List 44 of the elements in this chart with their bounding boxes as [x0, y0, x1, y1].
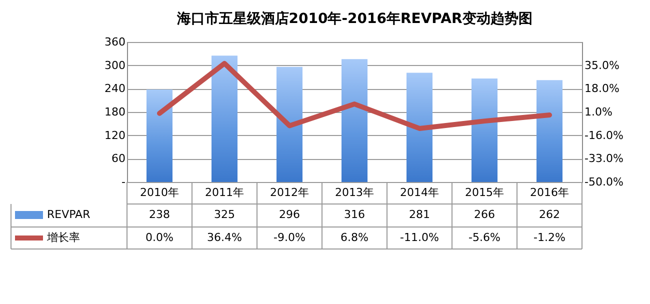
data-label: 262 — [539, 208, 560, 221]
data-label: -5.6% — [468, 231, 500, 244]
bar — [406, 72, 432, 182]
data-label: 296 — [279, 208, 300, 221]
data-label: 238 — [149, 208, 170, 221]
data-label: 0.0% — [146, 231, 174, 244]
y-tick-label: 360 — [104, 36, 126, 48]
data-label: 325 — [214, 208, 235, 221]
chart-title: 海口市五星级酒店2010年-2016年REVPAR变动趋势图 — [176, 10, 532, 27]
bar — [212, 56, 238, 182]
legend-label: REVPAR — [47, 208, 91, 221]
x-tick-label: 2016年 — [530, 186, 569, 199]
y-tick-label: 120 — [104, 128, 126, 142]
y2-tick-label: -50.0% — [584, 176, 624, 188]
data-label: 36.4% — [207, 231, 242, 244]
bar — [146, 89, 172, 182]
x-tick-label: 2015年 — [465, 186, 504, 199]
y2-tick-label: 35.0% — [584, 58, 620, 72]
data-label: 281 — [409, 208, 430, 221]
x-tick-label: 2014年 — [400, 186, 439, 199]
y-tick-label: - — [122, 176, 126, 188]
bar — [342, 59, 368, 182]
data-label: 266 — [474, 208, 495, 221]
data-label: 6.8% — [340, 231, 368, 244]
data-label: -11.0% — [400, 231, 439, 244]
bar — [472, 78, 498, 182]
y-tick-label: 240 — [104, 82, 126, 96]
y2-tick-label: -33.0% — [584, 152, 624, 166]
legend-label: 增长率 — [46, 231, 80, 244]
x-tick-label: 2010年 — [140, 186, 179, 199]
data-label: 316 — [344, 208, 365, 221]
x-tick-label: 2011年 — [205, 186, 244, 199]
y2-tick-label: 1.0% — [584, 106, 612, 118]
y-tick-label: 180 — [104, 106, 126, 118]
x-tick-label: 2013年 — [335, 186, 374, 199]
x-tick-label: 2012年 — [270, 186, 309, 199]
bar — [276, 66, 302, 182]
y-tick-label: 300 — [104, 58, 126, 72]
y2-tick-label: -16.0% — [584, 128, 624, 142]
data-label: -1.2% — [534, 231, 566, 244]
data-label: -9.0% — [274, 231, 306, 244]
bar — [536, 80, 562, 182]
y-tick-label: 60 — [112, 152, 126, 166]
y2-tick-label: 18.0% — [584, 82, 620, 96]
